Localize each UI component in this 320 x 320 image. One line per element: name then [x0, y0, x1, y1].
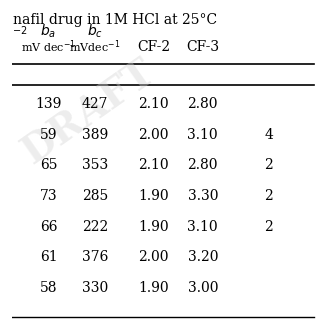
Text: 3.10: 3.10: [188, 220, 218, 234]
Text: 3.30: 3.30: [188, 189, 218, 203]
Text: mV dec$^{-1}$: mV dec$^{-1}$: [21, 38, 76, 55]
Text: 4: 4: [264, 128, 273, 142]
Text: 2.00: 2.00: [138, 250, 169, 264]
Text: 2.10: 2.10: [138, 97, 169, 111]
Text: 376: 376: [82, 250, 108, 264]
Text: 1.90: 1.90: [138, 220, 169, 234]
Text: 2.00: 2.00: [138, 128, 169, 142]
Text: 2.10: 2.10: [138, 158, 169, 172]
Text: 2: 2: [264, 220, 273, 234]
Text: 2: 2: [264, 158, 273, 172]
Text: 389: 389: [82, 128, 108, 142]
Text: 330: 330: [82, 281, 108, 295]
Text: 427: 427: [82, 97, 108, 111]
Text: mVdec$^{-1}$: mVdec$^{-1}$: [69, 38, 121, 55]
Text: 139: 139: [35, 97, 62, 111]
Text: nafil drug in 1M HCl at 25°C: nafil drug in 1M HCl at 25°C: [13, 13, 217, 27]
Text: CF-2: CF-2: [137, 40, 170, 54]
Text: 2.80: 2.80: [188, 158, 218, 172]
Text: 58: 58: [40, 281, 57, 295]
Text: 2.80: 2.80: [188, 97, 218, 111]
Text: 65: 65: [40, 158, 57, 172]
Text: 3.20: 3.20: [188, 250, 218, 264]
Text: 353: 353: [82, 158, 108, 172]
Text: 3.00: 3.00: [188, 281, 218, 295]
Text: CF-3: CF-3: [186, 40, 219, 54]
Text: $^{-2}$: $^{-2}$: [12, 26, 27, 40]
Text: $b_c$: $b_c$: [87, 23, 103, 40]
Text: $b_a$: $b_a$: [40, 23, 57, 40]
Text: DRAFT: DRAFT: [15, 52, 162, 172]
Text: 222: 222: [82, 220, 108, 234]
Text: 61: 61: [40, 250, 57, 264]
Text: 59: 59: [40, 128, 57, 142]
Text: 1.90: 1.90: [138, 189, 169, 203]
Text: 285: 285: [82, 189, 108, 203]
Text: 73: 73: [40, 189, 57, 203]
Text: 2: 2: [264, 189, 273, 203]
Text: 3.10: 3.10: [188, 128, 218, 142]
Text: 66: 66: [40, 220, 57, 234]
Text: 1.90: 1.90: [138, 281, 169, 295]
